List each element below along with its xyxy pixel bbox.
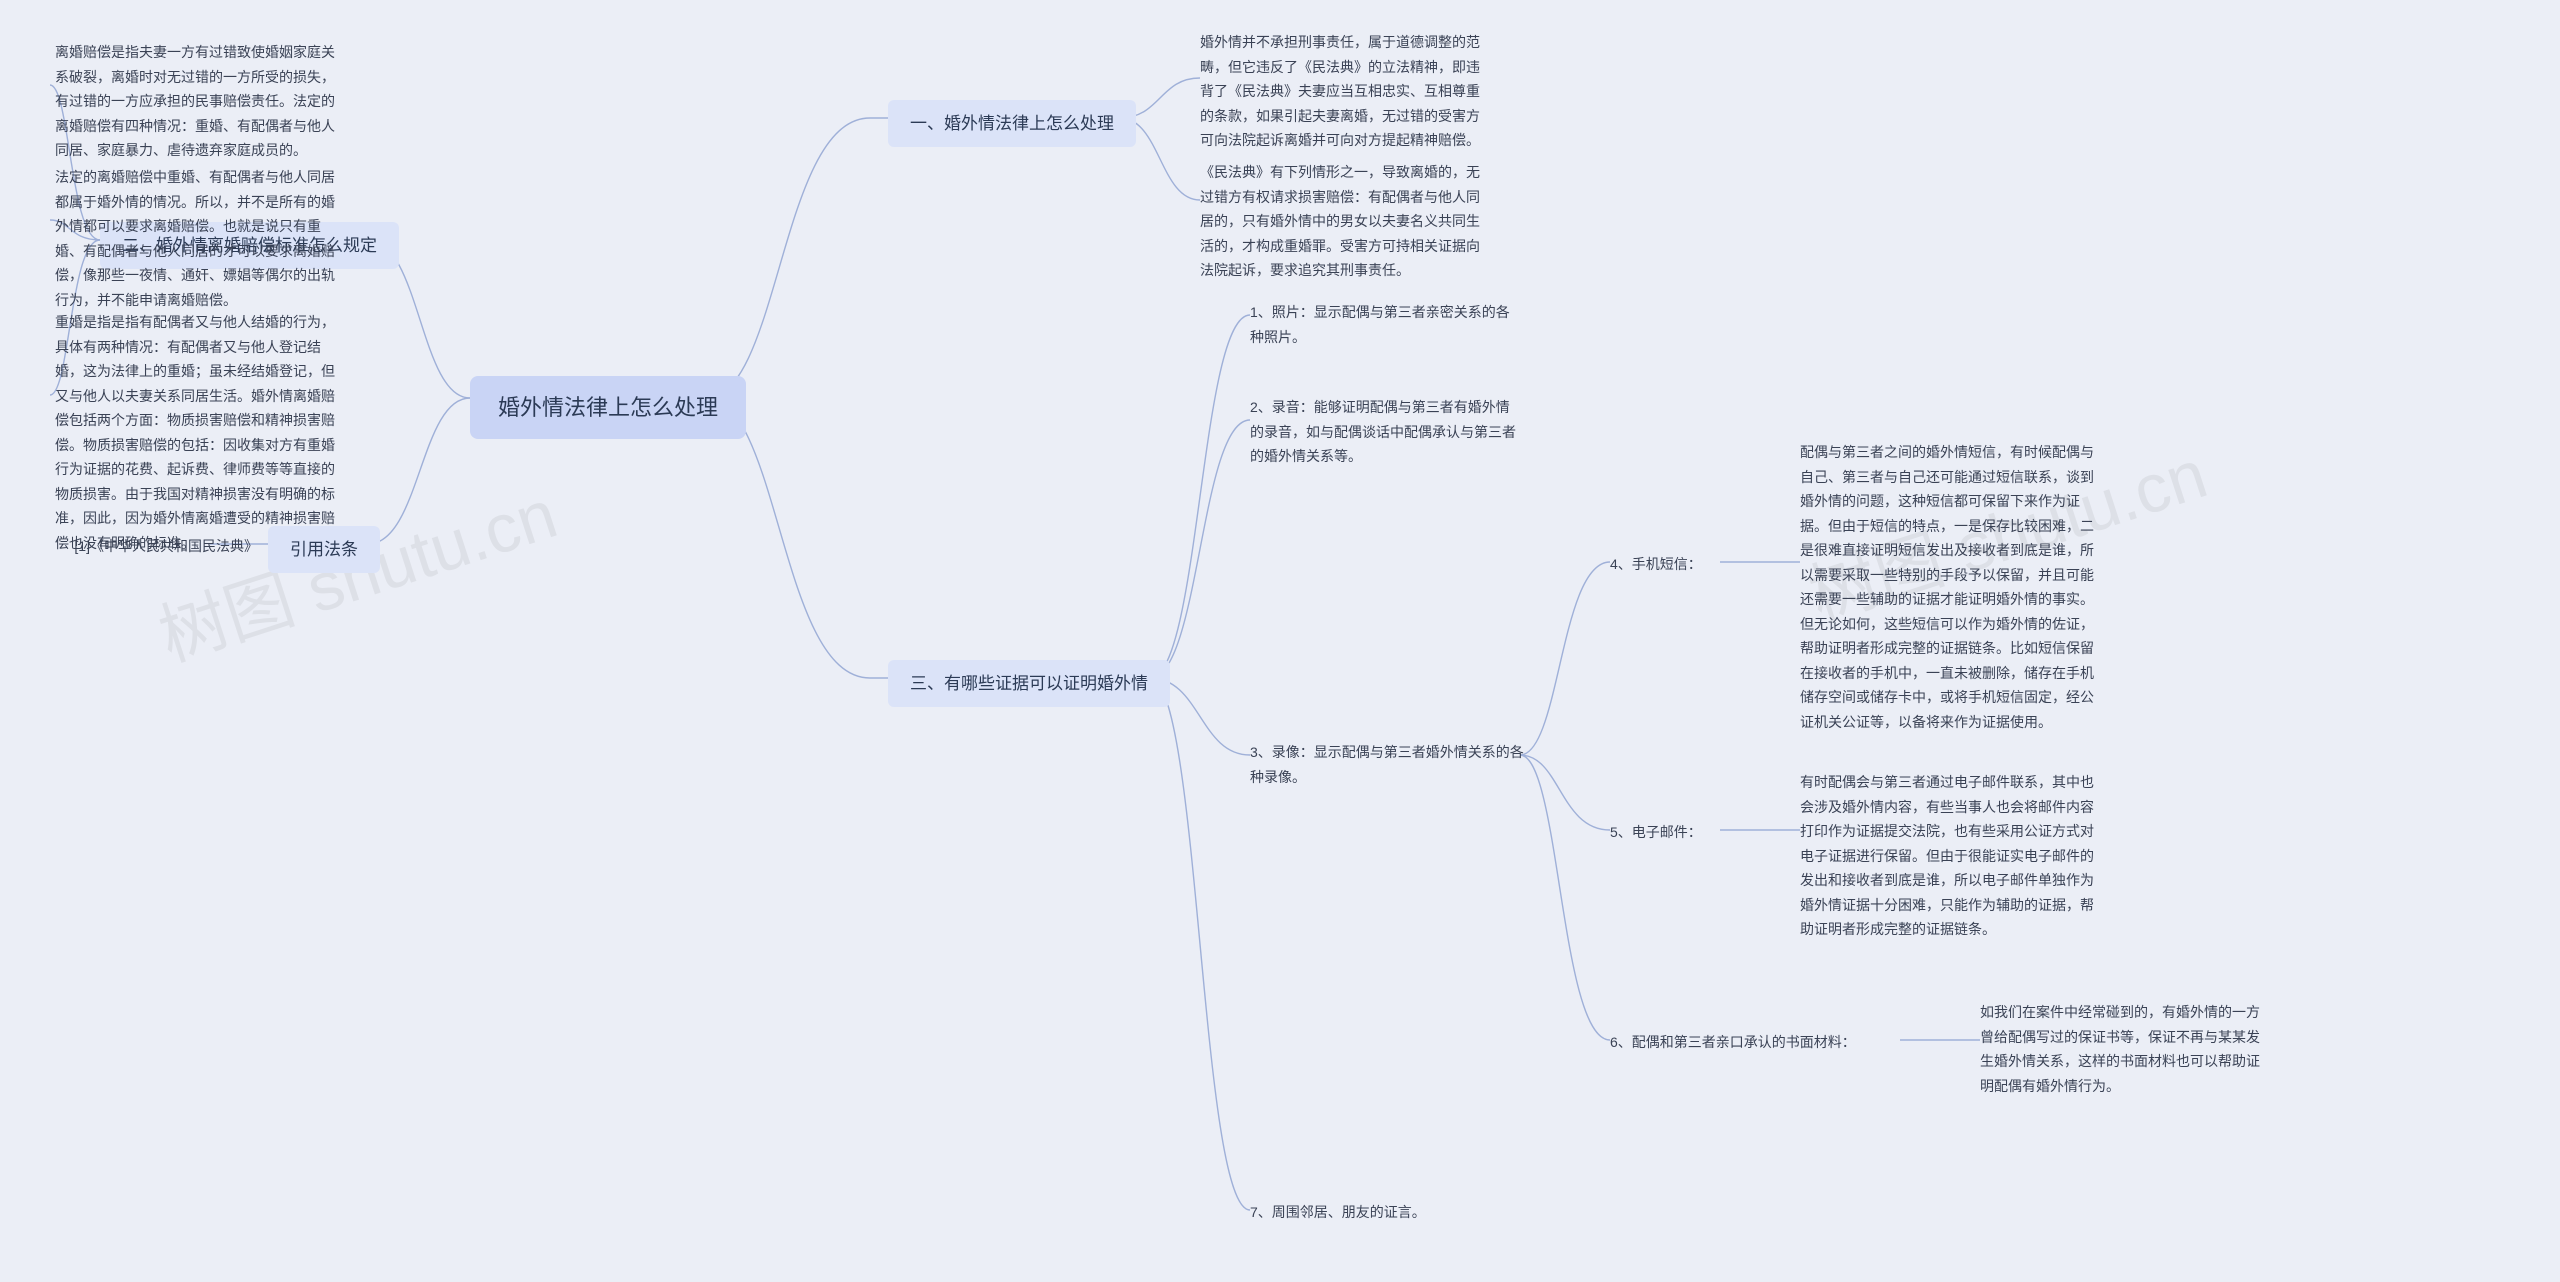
- branch-1-leaf-2: 《民法典》有下列情形之一，导致离婚的，无过错方有权请求损害赔偿：有配偶者与他人同…: [1200, 160, 1490, 283]
- branch-3-leaf-2: 2、录音：能够证明配偶与第三者有婚外情的录音，如与配偶谈话中配偶承认与第三者的婚…: [1250, 395, 1520, 469]
- branch-3-sub-5-text: 有时配偶会与第三者通过电子邮件联系，其中也会涉及婚外情内容，有些当事人也会将邮件…: [1800, 770, 2100, 942]
- branch-3-sub-4-text: 配偶与第三者之间的婚外情短信，有时候配偶与自己、第三者与自己还可能通过短信联系，…: [1800, 440, 2100, 734]
- branch-3-leaf-1: 1、照片：显示配偶与第三者亲密关系的各种照片。: [1250, 300, 1520, 349]
- branch-2-leaf-3: 重婚是指是指有配偶者又与他人结婚的行为，具体有两种情况：有配偶者又与他人登记结婚…: [55, 310, 335, 555]
- branch-2-leaf-1: 离婚赔偿是指夫妻一方有过错致使婚姻家庭关系破裂，离婚时对无过错的一方所受的损失，…: [55, 40, 335, 163]
- center-node[interactable]: 婚外情法律上怎么处理: [470, 376, 746, 439]
- branch-ref-leaf: [1]《中华人民共和国民法典》: [48, 534, 258, 559]
- branch-3-sub-4-label: 4、手机短信：: [1610, 552, 1730, 577]
- branch-1[interactable]: 一、婚外情法律上怎么处理: [888, 100, 1136, 147]
- branch-3-leaf-3: 3、录像：显示配偶与第三者婚外情关系的各种录像。: [1250, 740, 1530, 789]
- branch-3-leaf-7: 7、周围邻居、朋友的证言。: [1250, 1200, 1510, 1225]
- branch-ref[interactable]: 引用法条: [268, 526, 380, 573]
- branch-2-leaf-2: 法定的离婚赔偿中重婚、有配偶者与他人同居都属于婚外情的情况。所以，并不是所有的婚…: [55, 165, 335, 312]
- branch-3[interactable]: 三、有哪些证据可以证明婚外情: [888, 660, 1170, 707]
- branch-3-sub-6-label: 6、配偶和第三者亲口承认的书面材料：: [1610, 1030, 1900, 1055]
- branch-1-leaf-1: 婚外情并不承担刑事责任，属于道德调整的范畴，但它违反了《民法典》的立法精神，即违…: [1200, 30, 1490, 153]
- branch-3-sub-5-label: 5、电子邮件：: [1610, 820, 1730, 845]
- branch-3-sub-6-text: 如我们在案件中经常碰到的，有婚外情的一方曾给配偶写过的保证书等，保证不再与某某发…: [1980, 1000, 2270, 1098]
